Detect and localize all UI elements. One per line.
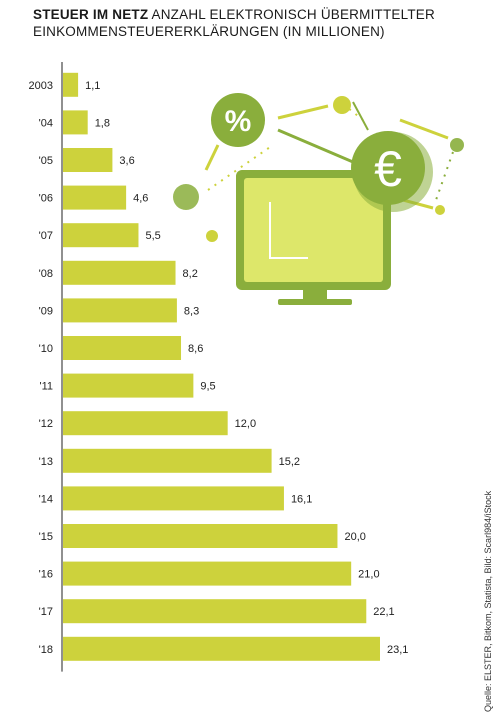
bar xyxy=(63,336,182,360)
value-label: 8,2 xyxy=(183,268,198,280)
percent-badge-icon: % xyxy=(211,93,265,147)
value-label: 8,3 xyxy=(184,305,199,317)
euro-badge-icon: € xyxy=(351,131,433,212)
monitor-icon xyxy=(236,170,391,305)
category-label: '18 xyxy=(39,644,53,656)
category-label: '08 xyxy=(39,268,53,280)
bar xyxy=(63,223,139,248)
value-label: 8,6 xyxy=(188,343,203,355)
source-note: Quelle: ELSTER, Bitkom, Statista, Bild: … xyxy=(483,490,493,712)
category-label: '05 xyxy=(39,155,53,167)
category-label: '12 xyxy=(39,418,53,430)
value-label: 12,0 xyxy=(235,418,256,430)
value-label: 1,8 xyxy=(95,117,110,129)
value-label: 9,5 xyxy=(200,381,215,393)
category-label: '10 xyxy=(39,343,53,355)
value-label: 23,1 xyxy=(387,644,408,656)
dot-icon xyxy=(173,184,199,210)
bar xyxy=(63,110,88,135)
bar xyxy=(63,599,367,624)
category-label: '13 xyxy=(39,456,53,468)
tax-computer-illustration: % € xyxy=(173,93,464,305)
category-label: 2003 xyxy=(29,80,53,92)
bar xyxy=(63,72,79,97)
value-label: 4,6 xyxy=(133,193,148,205)
bar xyxy=(63,448,272,473)
dot-icon xyxy=(435,205,445,215)
category-label: '17 xyxy=(39,606,53,618)
bar xyxy=(63,185,127,210)
chart-title-bold: STEUER IM NETZ xyxy=(33,7,149,22)
bar xyxy=(63,260,176,285)
value-label: 15,2 xyxy=(279,456,300,468)
euro-symbol: € xyxy=(374,141,402,197)
value-label: 22,1 xyxy=(373,606,394,618)
value-label: 21,0 xyxy=(358,569,379,581)
dot-icon xyxy=(450,138,464,152)
category-label: '04 xyxy=(39,117,53,129)
bar xyxy=(63,411,228,436)
chart-title: STEUER IM NETZ ANZAHL ELEKTRONISCH ÜBERM… xyxy=(33,6,483,40)
bar xyxy=(63,298,177,323)
category-label: '07 xyxy=(39,230,53,242)
dot-icon xyxy=(333,96,351,114)
category-label: '11 xyxy=(39,381,53,393)
bar xyxy=(63,636,380,661)
category-label: '06 xyxy=(39,193,53,205)
value-label: 1,1 xyxy=(85,80,100,92)
value-label: 16,1 xyxy=(291,493,312,505)
bar xyxy=(63,148,113,172)
category-label: '09 xyxy=(39,305,53,317)
percent-symbol: % xyxy=(225,105,252,138)
bar xyxy=(63,486,284,511)
bar xyxy=(63,373,194,398)
value-label: 5,5 xyxy=(145,230,160,242)
bar xyxy=(63,561,352,586)
dot-icon xyxy=(206,230,218,242)
category-label: '14 xyxy=(39,493,53,505)
category-label: '15 xyxy=(39,531,53,543)
value-label: 3,6 xyxy=(119,155,134,167)
bar xyxy=(63,524,338,548)
value-label: 20,0 xyxy=(344,531,365,543)
category-label: '16 xyxy=(39,569,53,581)
chart-title-text: ANZAHL ELEKTRONISCH ÜBERMITTELTER EINKOM… xyxy=(33,7,435,39)
